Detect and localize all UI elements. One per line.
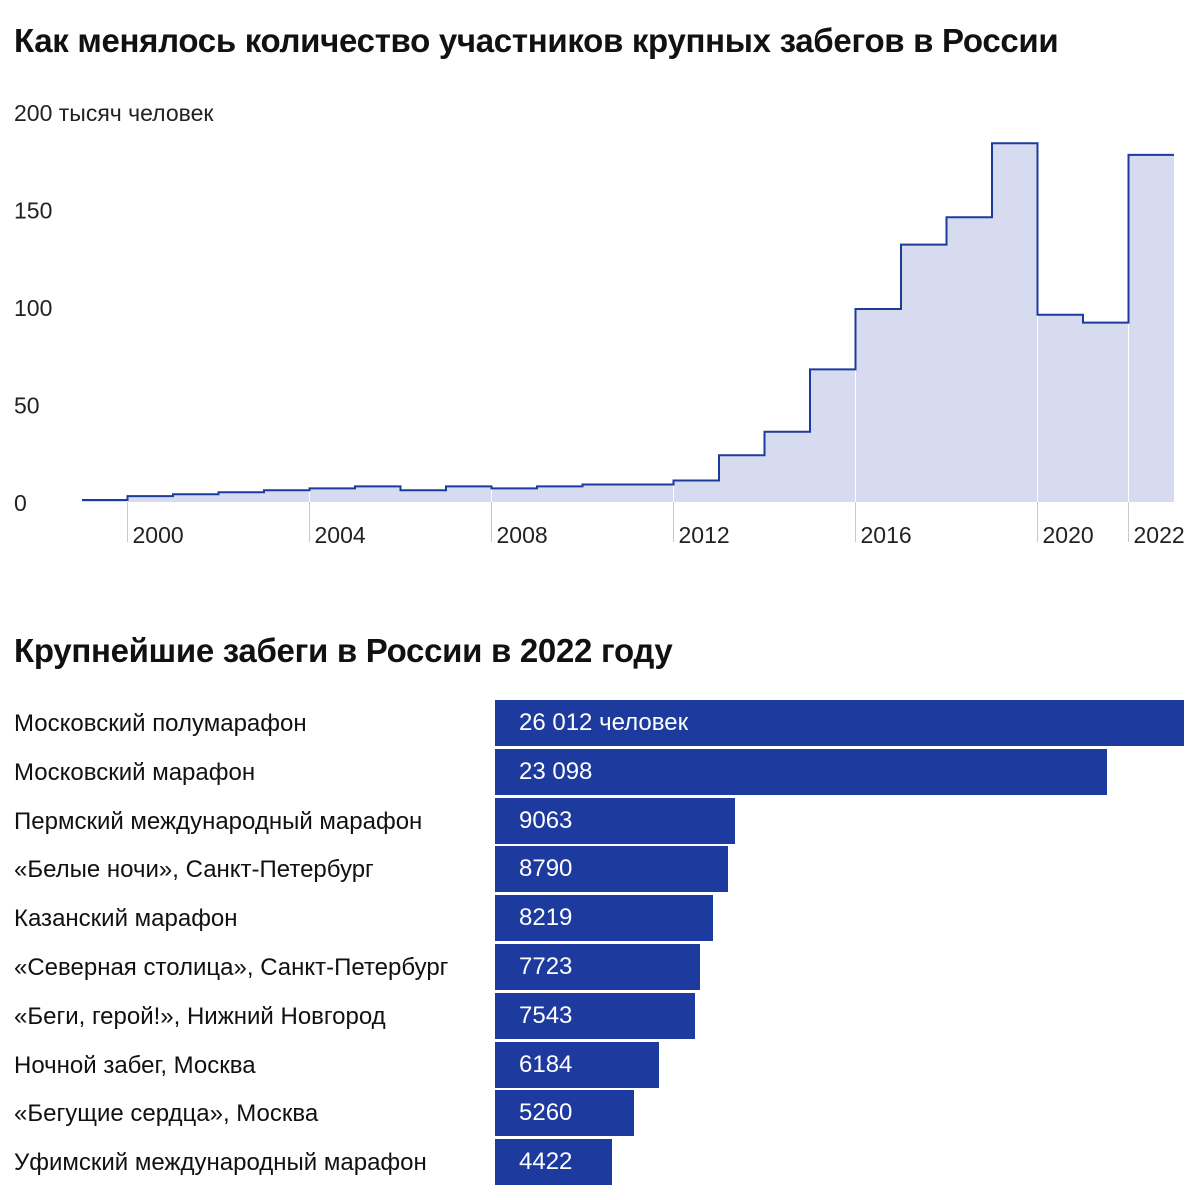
bar-category-label: «Белые ночи», Санкт-Петербург: [14, 856, 374, 884]
y-tick-label: 100: [14, 295, 52, 321]
y-tick-label: 200 тысяч человек: [14, 100, 214, 126]
bar-category-label: Пермский международный марафон: [14, 807, 423, 835]
race-bar: 8790: [495, 846, 728, 893]
bar-category-label: Московский марафон: [14, 758, 256, 786]
top-chart-title: Как менялось количество участников крупн…: [14, 22, 1059, 59]
y-tick-label: 0: [14, 490, 27, 516]
bar-value-label: 6184: [519, 1050, 573, 1078]
bar-value-label: 8219: [519, 904, 573, 932]
x-tick-label: 2022: [1134, 522, 1185, 548]
bar-category-label: Казанский марафон: [14, 905, 238, 933]
x-tick-label: 2012: [679, 522, 730, 548]
race-bar: 26 012 человек: [495, 700, 1184, 746]
race-bar: 6184: [495, 1041, 659, 1088]
bar-value-label: 23 098: [519, 757, 593, 785]
race-bar: 9063: [495, 797, 736, 844]
bar-category-label: «Бегущие сердца», Москва: [14, 1100, 319, 1128]
race-bar: 5260: [495, 1090, 635, 1137]
bar-value-label: 26 012 человек: [519, 709, 689, 736]
race-bar: 7723: [495, 944, 700, 990]
bar-value-label: 9063: [519, 806, 573, 834]
participants-area: [82, 143, 1174, 502]
x-tick-label: 2000: [133, 522, 184, 548]
x-tick-label: 2016: [861, 522, 912, 548]
bar-value-label: 4422: [519, 1148, 573, 1176]
race-bar: 4422: [495, 1139, 613, 1186]
bar-category-label: «Беги, герой!», Нижний Новгород: [14, 1002, 386, 1030]
x-tick-label: 2020: [1043, 522, 1094, 548]
y-tick-label: 50: [14, 393, 40, 419]
bar-value-label: 7543: [519, 1001, 573, 1029]
race-bar: 23 098: [495, 748, 1107, 795]
race-bar: 8219: [495, 895, 713, 942]
x-tick-label: 2008: [497, 522, 548, 548]
y-tick-label: 150: [14, 198, 52, 224]
bar-category-label: Московский полумарафон: [14, 710, 307, 737]
bar-value-label: 5260: [519, 1099, 573, 1127]
race-bar: 7543: [495, 992, 695, 1039]
bar-category-label: Ночной забег, Москва: [14, 1051, 256, 1079]
x-tick-label: 2004: [315, 522, 366, 548]
bottom-chart-title: Крупнейшие забеги в России в 2022 году: [14, 632, 673, 669]
bar-value-label: 7723: [519, 953, 573, 980]
bar-category-label: Уфимский международный марафон: [14, 1149, 427, 1177]
bar-value-label: 8790: [519, 855, 573, 883]
participants-step-line: [82, 142, 1174, 502]
participants-step-area-chart: 0 50 100 150 200 тысяч человек 2000 2004 2008 20…: [14, 100, 1185, 548]
bar-category-label: «Северная столица», Санкт-Петербург: [14, 954, 449, 981]
